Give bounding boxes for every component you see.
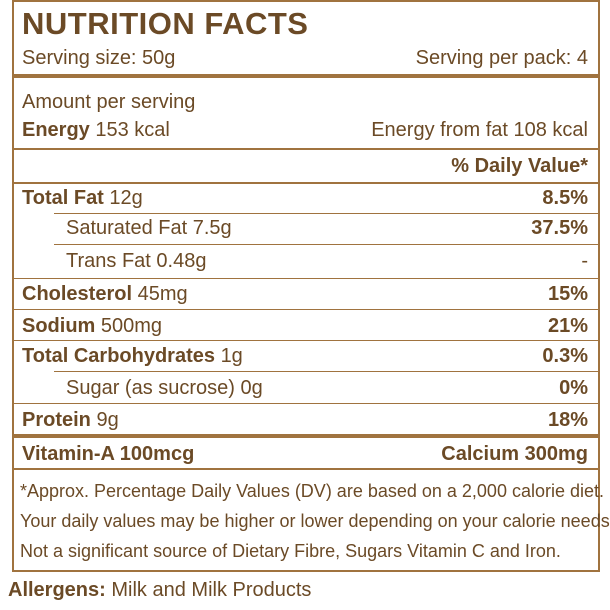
nutrient-amount: 0g <box>240 377 263 399</box>
nutrient-dv: 0.3% <box>542 345 588 367</box>
nutrient-dv: 15% <box>547 283 588 305</box>
divider <box>14 309 598 310</box>
nutrient-dv: 37.5% <box>531 217 588 239</box>
energy-value: 153 kcal <box>95 119 170 141</box>
nutrient-row: Sugar (as sucrose) 0g <box>66 376 263 400</box>
calcium: Calcium 300mg <box>441 443 588 465</box>
nutrient-row: Cholesterol 45mg <box>22 282 188 306</box>
nutrient-label: Total Fat <box>22 187 104 209</box>
nutrient-dv: - <box>581 250 588 272</box>
nutrient-dv: 21% <box>547 315 588 337</box>
nutrient-label: Cholesterol <box>22 283 133 305</box>
nutrient-amount: 7.5g <box>192 217 232 239</box>
nutrient-amount: 45mg <box>137 283 188 305</box>
divider <box>14 340 598 341</box>
serving-size: Serving size: 50g <box>22 47 176 69</box>
allergens-label: Allergens: <box>8 579 106 601</box>
divider <box>14 182 598 184</box>
label-title: NUTRITION FACTS <box>22 6 309 41</box>
nutrient-dv: 18% <box>547 409 588 431</box>
amount-per-serving: Amount per serving <box>22 91 196 113</box>
nutrient-amount: 0.48g <box>156 250 207 272</box>
nutrient-amount: 12g <box>109 187 143 209</box>
divider <box>14 74 598 78</box>
nutrient-amount: 500mg <box>100 315 163 337</box>
nutrient-row: Sodium 500mg <box>22 314 162 338</box>
divider <box>54 244 598 245</box>
allergens-line: Allergens: Milk and Milk Products <box>8 578 311 602</box>
nutrient-label: Trans Fat <box>66 250 151 272</box>
nutrient-row: Trans Fat 0.48g <box>66 249 206 273</box>
nutrient-dv: 0% <box>559 377 588 399</box>
nutrient-label: Protein <box>22 409 91 431</box>
servings-per-pack: Serving per pack: 4 <box>415 47 588 69</box>
divider <box>14 403 598 404</box>
daily-value-header: % Daily Value* <box>451 155 588 177</box>
nutrient-label: Saturated Fat <box>66 217 188 239</box>
footnote: Not a significant source of Dietary Fibr… <box>20 541 561 561</box>
nutrient-row: Total Fat 12g <box>22 186 143 210</box>
nutrition-facts-panel: NUTRITION FACTS Serving size: 50g Servin… <box>12 0 610 572</box>
nutrient-label: Sodium <box>22 315 96 337</box>
divider <box>14 468 598 470</box>
energy-from-fat: Energy from fat 108 kcal <box>371 119 588 141</box>
divider <box>54 213 598 214</box>
nutrient-label: Sugar (as sucrose) <box>66 377 235 399</box>
divider <box>14 434 598 438</box>
nutrient-amount: 1g <box>220 345 243 367</box>
energy-label: Energy <box>22 119 90 141</box>
nutrient-label: Total Carbohydrates <box>22 345 215 367</box>
allergens-text: Milk and Milk Products <box>111 579 312 601</box>
energy-line: Energy 153 kcal <box>22 118 170 142</box>
footnote: *Approx. Percentage Daily Values (DV) ar… <box>20 481 604 501</box>
vitamin-a: Vitamin-A 100mcg <box>22 443 195 465</box>
nutrient-row: Total Carbohydrates 1g <box>22 344 243 368</box>
nutrient-amount: 9g <box>96 409 119 431</box>
divider <box>14 278 598 279</box>
footnote: Your daily values may be higher or lower… <box>20 511 610 531</box>
nutrient-dv: 8.5% <box>542 187 588 209</box>
divider <box>54 371 598 372</box>
divider <box>14 148 598 150</box>
nutrient-row: Protein 9g <box>22 408 119 432</box>
nutrient-row: Saturated Fat 7.5g <box>66 216 232 240</box>
